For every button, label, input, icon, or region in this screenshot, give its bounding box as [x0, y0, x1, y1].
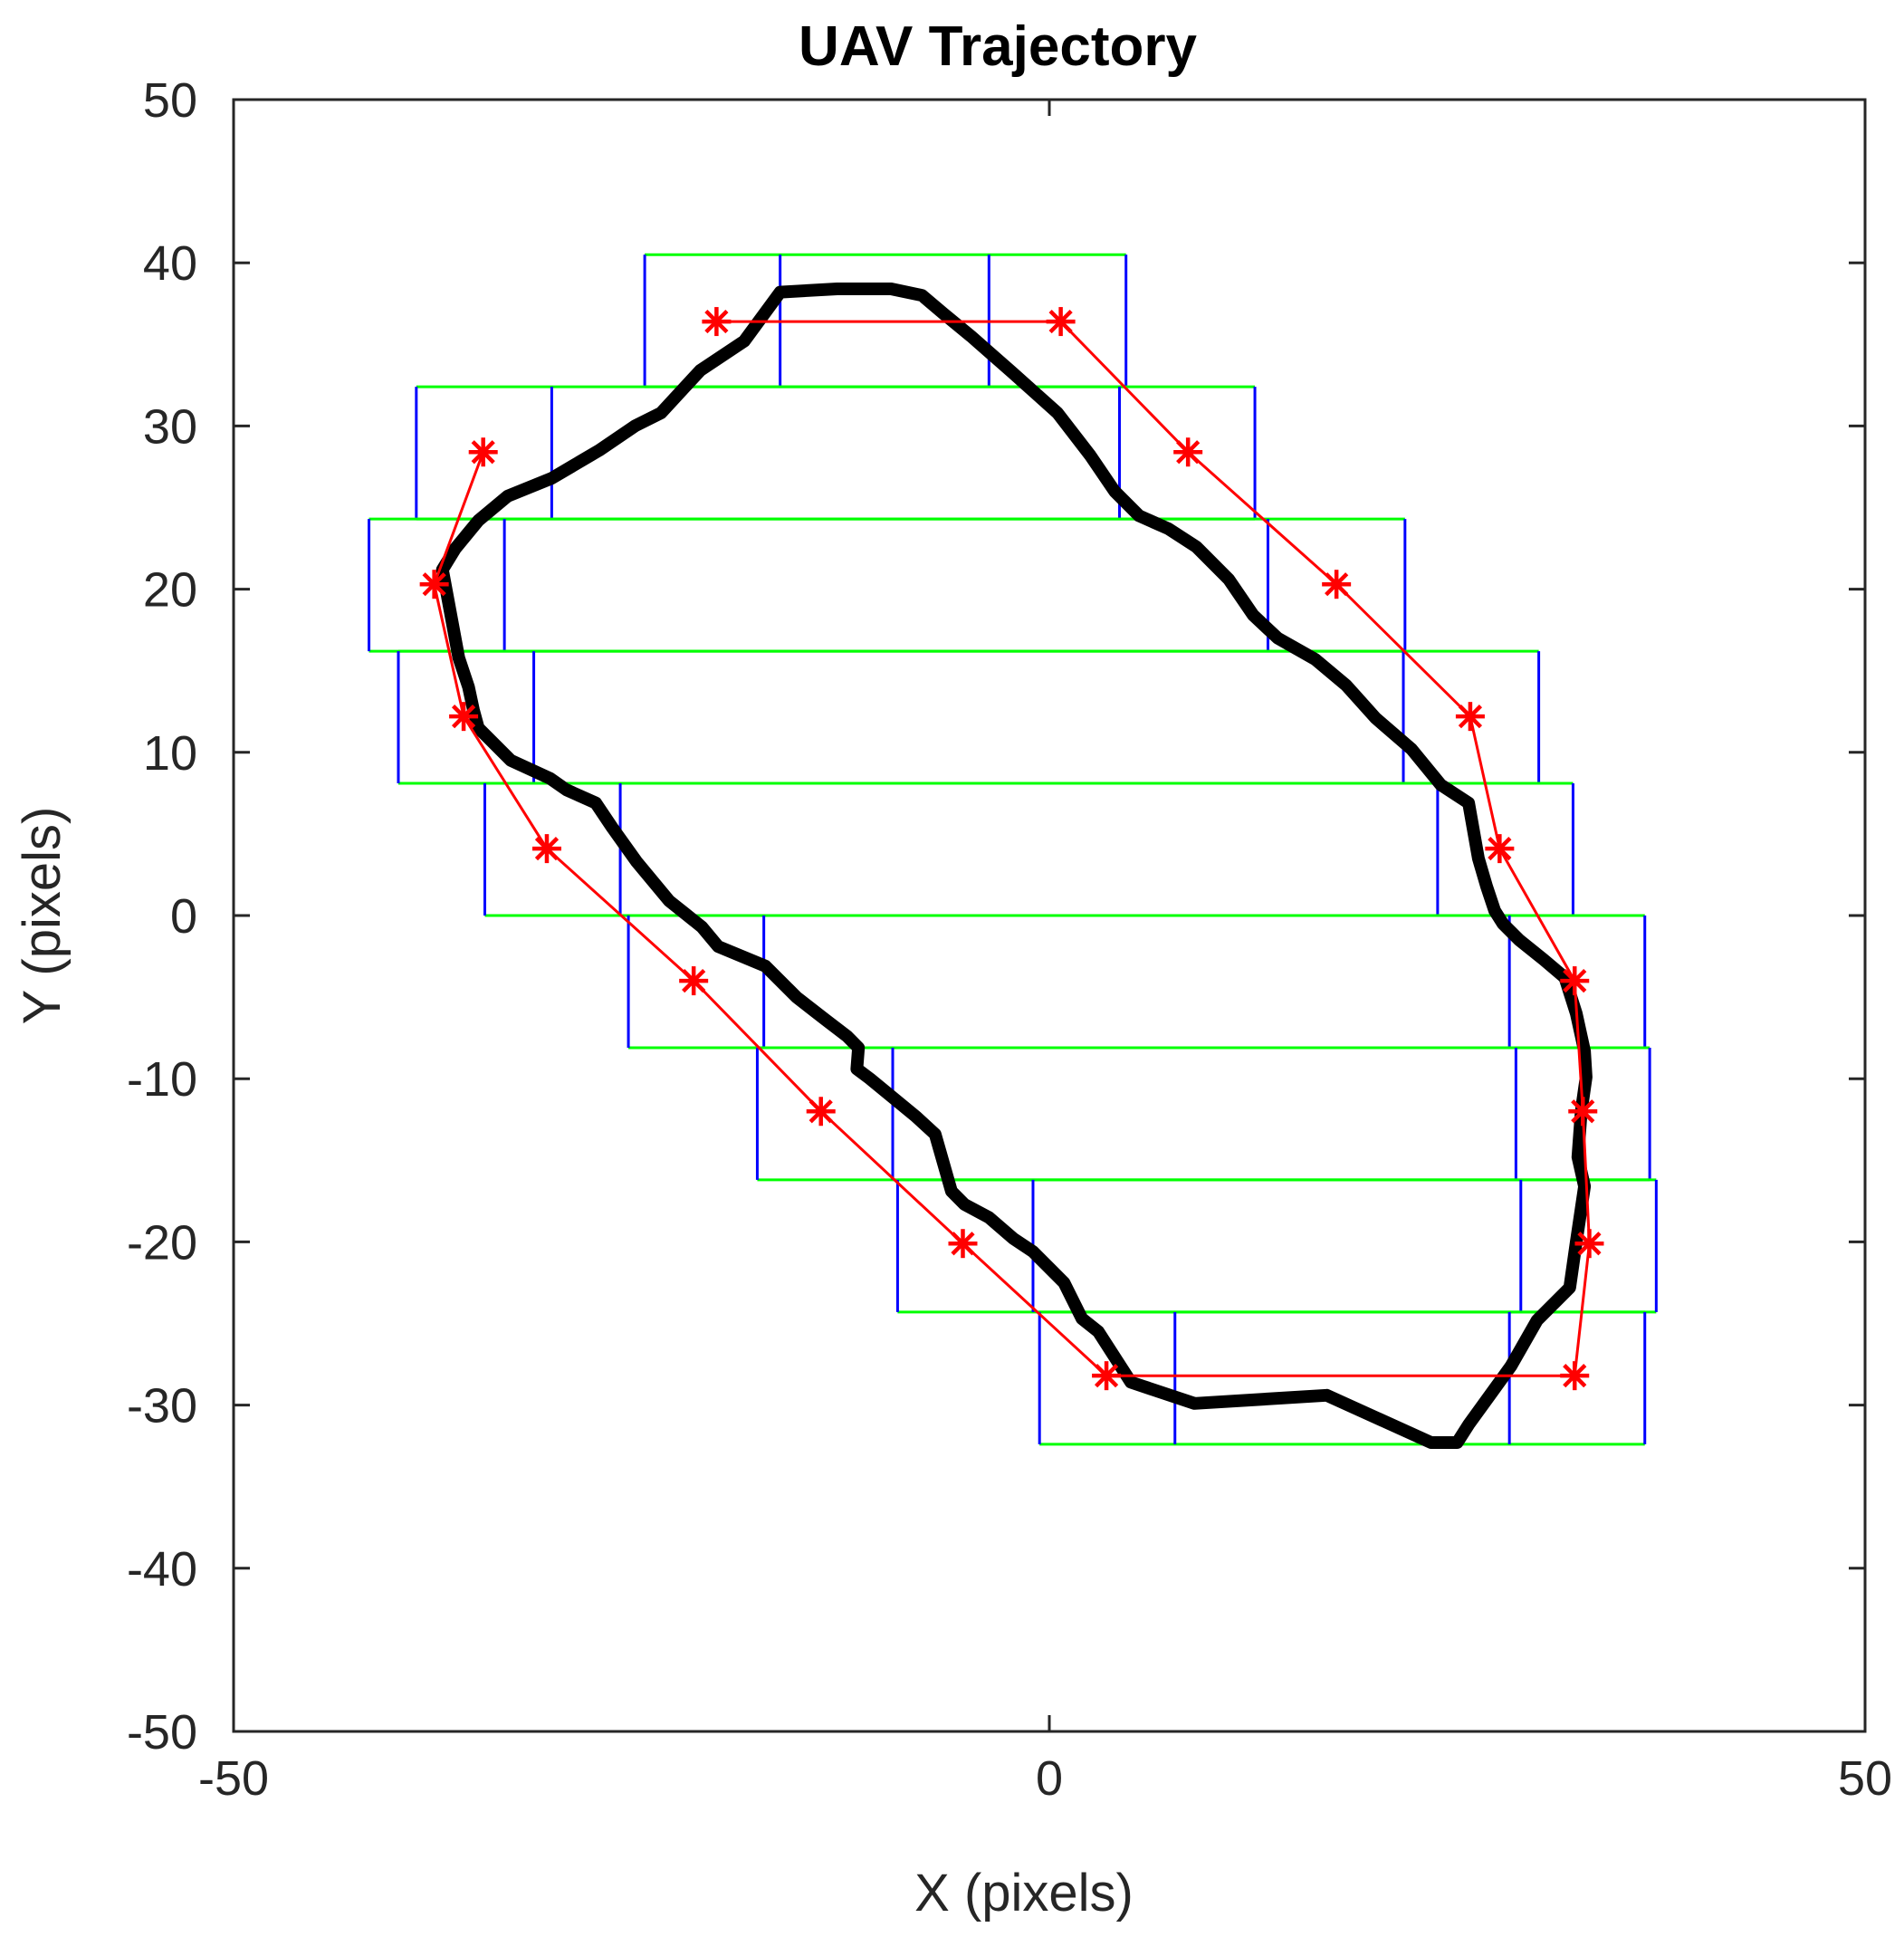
waypoint-marker-stroke	[1094, 1364, 1119, 1388]
waypoint-marker-stroke	[1563, 968, 1587, 993]
waypoint-marker	[1574, 1229, 1604, 1259]
waypoint-marker-stroke	[682, 968, 706, 993]
series-trajectory-line	[435, 283, 1593, 1449]
waypoint-marker	[1485, 834, 1515, 864]
waypoint-marker	[806, 1097, 836, 1127]
waypoint-marker	[1046, 307, 1076, 337]
waypoint-marker	[679, 966, 709, 996]
y-tick-label: -20	[127, 1215, 197, 1270]
waypoint-marker	[1173, 437, 1203, 467]
waypoint-marker-stroke	[534, 837, 560, 861]
y-tick-label: 50	[143, 73, 197, 128]
waypoint-marker	[948, 1229, 978, 1259]
y-tick-label: -10	[127, 1052, 197, 1107]
waypoint-marker-stroke	[451, 705, 476, 729]
y-tick-label: 20	[143, 563, 197, 618]
waypoint-marker-stroke	[951, 1232, 975, 1256]
waypoint-marker	[531, 834, 561, 864]
waypoint-marker-stroke	[422, 572, 446, 597]
waypoint-marker-stroke	[1048, 309, 1073, 334]
waypoint-marker	[702, 307, 732, 337]
waypoint-marker	[1455, 702, 1485, 732]
y-tick-label: -40	[127, 1542, 197, 1597]
y-tick-label: 30	[143, 399, 197, 454]
waypoint-marker	[1568, 1097, 1598, 1127]
x-tick-label: -50	[198, 1751, 269, 1806]
waypoint-marker	[1560, 966, 1590, 996]
x-tick-label: 50	[1838, 1751, 1892, 1806]
y-axis-label: Y (pixels)	[13, 807, 72, 1025]
waypoint-marker-stroke	[471, 440, 495, 465]
x-axis-label: X (pixels)	[914, 1864, 1134, 1923]
series-waypoint-path	[433, 320, 1592, 1377]
waypoint-marker	[1560, 1361, 1590, 1391]
x-tick-label: 0	[1036, 1751, 1063, 1806]
waypoint-marker-stroke	[808, 1099, 833, 1124]
y-tick-label: -50	[127, 1705, 197, 1760]
waypoint-marker-stroke	[1458, 705, 1483, 729]
waypoint-marker-stroke	[704, 309, 729, 334]
chart-title: UAV Trajectory	[799, 15, 1197, 78]
waypoint-marker	[1092, 1361, 1122, 1391]
waypoint-marker	[468, 437, 498, 467]
y-tick-label: -30	[127, 1379, 197, 1434]
waypoint-marker	[449, 702, 479, 732]
waypoint-marker	[1322, 570, 1352, 599]
y-tick-label: 0	[170, 889, 197, 944]
waypoint-marker-stroke	[1176, 440, 1201, 465]
waypoint-marker-stroke	[1563, 1364, 1587, 1388]
y-tick-label: 10	[143, 726, 197, 781]
waypoint-marker-stroke	[1325, 572, 1349, 597]
waypoint-marker-stroke	[1488, 837, 1512, 861]
waypoint-marker-stroke	[1577, 1232, 1602, 1256]
y-tick-label: 40	[143, 236, 197, 291]
waypoint-marker-stroke	[1571, 1099, 1595, 1124]
waypoint-marker	[419, 570, 449, 599]
